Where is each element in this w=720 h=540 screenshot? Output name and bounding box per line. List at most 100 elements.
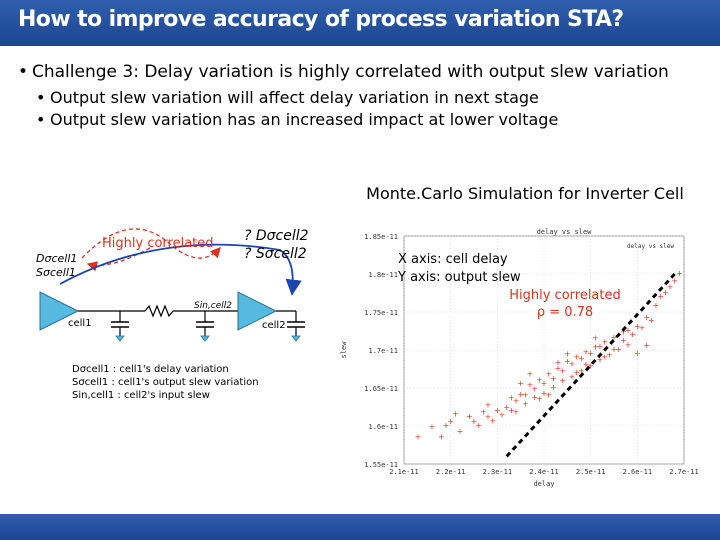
scatter-point: + — [597, 356, 604, 365]
bullet-main: Challenge 3: Delay variation is highly c… — [18, 62, 708, 82]
scatter-point: + — [513, 397, 520, 406]
scatter-point: + — [592, 334, 599, 343]
scatter-point: + — [657, 292, 664, 301]
diagram-legend: Dσcell1 : cell1's delay variation Sσcell… — [72, 363, 259, 402]
scatter-point: + — [447, 417, 454, 426]
legend-slew: Sσcell1 : cell1's output slew variation — [72, 377, 259, 388]
correlation-arrow-left — [86, 247, 151, 272]
circuit-diagram — [39, 228, 305, 342]
scatter-point: + — [531, 385, 538, 394]
scatter-point: + — [541, 389, 548, 398]
scatter-point: + — [541, 379, 548, 388]
y-axis-label: slew — [340, 341, 348, 359]
scatter-point: + — [452, 410, 459, 419]
scatter-point: + — [536, 394, 543, 403]
scatter-point: + — [653, 301, 660, 310]
scatter-point: + — [676, 269, 683, 278]
scatter-point: + — [625, 340, 632, 349]
scatter-point: + — [550, 374, 557, 383]
scatter-point: + — [625, 326, 632, 335]
scatter-point: + — [527, 381, 534, 390]
scatter-point: + — [611, 333, 618, 342]
legend-entry: delay vs slew — [627, 243, 674, 250]
capacitor-3 — [287, 311, 305, 342]
scatter-point: + — [438, 432, 445, 441]
cell1-delay-label: Dσcell1 — [36, 252, 78, 265]
scatter-point: + — [517, 390, 524, 399]
y-tick-label: 1.65e-11 — [364, 385, 398, 393]
wire-resistor — [144, 304, 174, 318]
scatter-point: + — [475, 421, 482, 430]
x-tick-label: 2.5e-11 — [576, 468, 606, 476]
scatter-point: + — [569, 359, 576, 368]
scatter-point: + — [503, 403, 510, 412]
scatter-point: + — [494, 406, 501, 415]
scatter-point: + — [485, 413, 492, 422]
legend-input-slew: Sin,cell1 : cell2's input slew — [72, 390, 210, 401]
correlation-value: ρ = 0.78 — [536, 305, 594, 320]
scatter-point: + — [522, 400, 529, 409]
scatter-point: + — [466, 412, 473, 421]
y-tick-label: 1.75e-11 — [364, 309, 398, 317]
y-axis-annotation: Y axis: output slew — [398, 270, 521, 285]
scatter-point: + — [499, 410, 506, 419]
scatter-point: + — [597, 342, 604, 351]
scatter-point: + — [564, 357, 571, 366]
cell2-slew-label: ? Sσcell2 — [244, 246, 307, 262]
scatter-point: + — [429, 423, 436, 432]
scatter-point: + — [443, 421, 450, 430]
scatter-point: + — [489, 416, 496, 425]
cell2-delay-label: ? Dσcell2 — [244, 228, 309, 244]
chart-title: Monte.Carlo Simulation for Inverter Cell — [366, 184, 684, 203]
inner-chart-title: delay vs slew — [537, 228, 593, 236]
sin-label: Sin,cell2 — [194, 301, 232, 311]
scatter-point: + — [662, 288, 669, 297]
y-tick-label: 1.7e-11 — [368, 347, 398, 355]
scatter-point: + — [578, 354, 585, 363]
scatter-point: + — [648, 316, 655, 325]
capacitor-2 — [196, 311, 214, 342]
scatter-point: + — [634, 322, 641, 331]
scatter-point: + — [611, 345, 618, 354]
scatter-point: + — [527, 369, 534, 378]
cell2-inverter — [237, 291, 278, 331]
cell1-inverter — [39, 291, 80, 331]
scatter-point: + — [606, 350, 613, 359]
sub-bullet-2: Output slew variation has an increased i… — [36, 109, 708, 131]
x-axis-label: delay — [533, 480, 554, 488]
scatter-point: + — [601, 353, 608, 362]
scatter-point: + — [639, 324, 646, 333]
sub-bullet-1: Output slew variation will affect delay … — [36, 87, 708, 109]
scatter-point: + — [508, 394, 515, 403]
x-tick-label: 2.7e-11 — [669, 468, 699, 476]
title-bar: How to improve accuracy of process varia… — [0, 0, 720, 46]
bottom-bar — [0, 514, 720, 540]
y-tick-label: 1.6e-11 — [368, 423, 398, 431]
propagation-arrow — [59, 243, 302, 296]
scatter-point: + — [629, 330, 636, 339]
scatter-point: + — [671, 277, 678, 286]
scatter-point: + — [578, 366, 585, 375]
scatter-point: + — [508, 406, 515, 415]
scatter-point: + — [457, 427, 464, 436]
cell1-slew-label: Sσcell1 — [36, 266, 76, 279]
correlated-label: Highly correlated — [102, 236, 214, 251]
scatter-point: + — [634, 349, 641, 358]
x-tick-label: 2.6e-11 — [623, 468, 653, 476]
scatter-point: + — [587, 362, 594, 371]
correlation-arc — [81, 228, 221, 259]
cell1-label: cell1 — [68, 318, 92, 329]
scatter-point: + — [559, 366, 566, 375]
scatter-point: + — [536, 375, 543, 384]
y-tick-label: 1.85e-11 — [364, 233, 398, 241]
scatter-point: + — [531, 393, 538, 402]
scatter-point: + — [592, 343, 599, 352]
scatter-point: + — [517, 379, 524, 388]
scatter-point: + — [555, 358, 562, 367]
scatter-point: + — [471, 417, 478, 426]
scatter-point: + — [573, 353, 580, 362]
scatter-point: + — [522, 391, 529, 400]
scatter-point: + — [550, 383, 557, 392]
capacitor-1 — [111, 311, 129, 342]
scatter-point: + — [643, 313, 650, 322]
